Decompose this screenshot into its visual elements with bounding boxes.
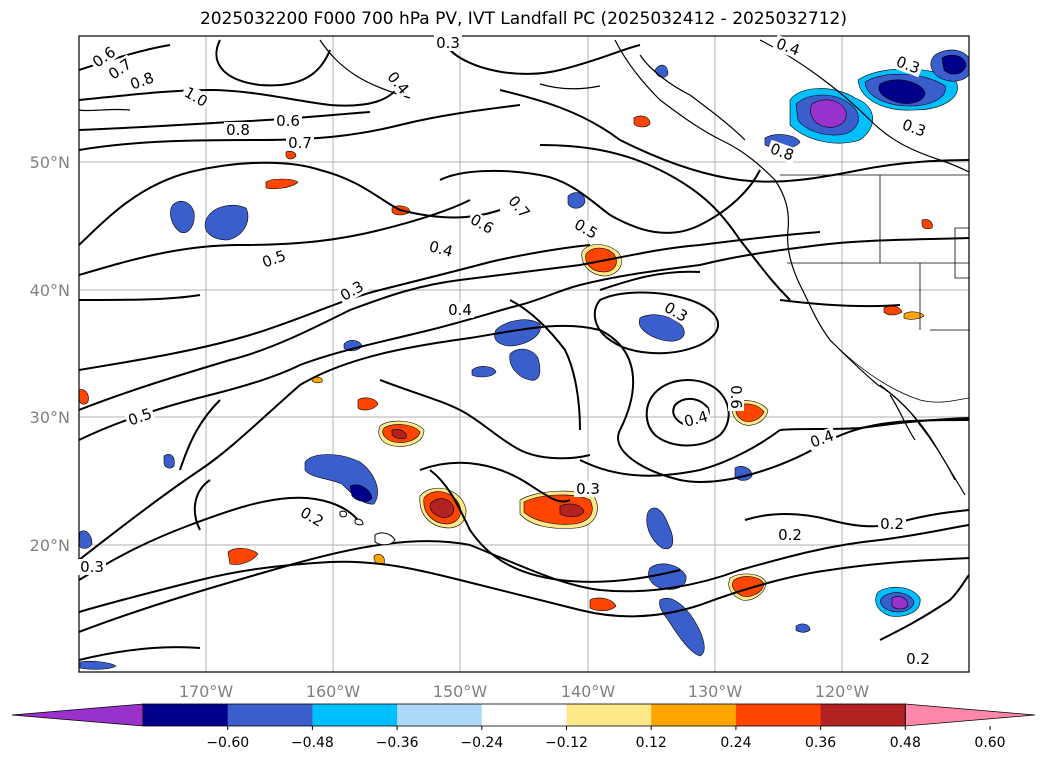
- colorbar-segment: [735, 704, 822, 726]
- colorbar-tick-label: 0.36: [805, 735, 836, 751]
- neg-anomaly-ne3-core: [941, 54, 967, 75]
- pv-contours: [79, 39, 969, 661]
- contour-label: 0.8: [226, 121, 250, 139]
- lon-tick: 140°W: [561, 682, 616, 701]
- contour-label-bg: [878, 516, 906, 532]
- contour-label-bg: [124, 404, 156, 430]
- lat-axis: 50°N 40°N 30°N 20°N: [30, 153, 70, 555]
- contour-label-bg: [680, 407, 712, 431]
- colorbar-extend-min: [11, 703, 144, 727]
- contour-label: 0.4: [682, 407, 710, 431]
- contour-label-bg: [766, 139, 798, 165]
- contour-label-bg: [335, 277, 369, 305]
- lon-tick: 120°W: [815, 682, 870, 701]
- contour-label-bg: [806, 426, 838, 452]
- contour-label-bg: [898, 115, 930, 141]
- contour-label-bg: [382, 67, 414, 99]
- colorbar-segment: [820, 704, 906, 726]
- colorbar-segment: [143, 704, 229, 726]
- contour-label-bg: [659, 298, 693, 326]
- contour-label-bg: [465, 210, 499, 238]
- contour-label-bg: [103, 54, 137, 84]
- colorbar-segment: [227, 704, 313, 726]
- borders: [780, 174, 969, 403]
- contour-label-bg: [274, 113, 302, 129]
- colorbar-segment: [481, 704, 567, 726]
- colorbar-tick-label: −0.24: [460, 735, 503, 751]
- neg-anomaly-ne-core: [810, 99, 847, 128]
- colorbar-tick-label: −0.12: [545, 735, 588, 751]
- contour-label-bg: [574, 481, 602, 497]
- contour-label: 0.7: [288, 134, 312, 152]
- contour-label: 0.3: [436, 34, 460, 52]
- colorbar-tick-label: 0.12: [636, 735, 667, 751]
- contour-label-bg: [892, 52, 924, 78]
- contour-label: 0.2: [906, 650, 930, 668]
- lon-tick: 150°W: [433, 682, 488, 701]
- colorbar-tick-label: 0.48: [890, 735, 921, 751]
- colorbar-tick-label: −0.60: [206, 735, 249, 751]
- lat-tick: 50°N: [30, 153, 70, 172]
- contour-label-bg: [728, 383, 744, 411]
- contour-label: 0.2: [778, 526, 802, 544]
- coastlines: [79, 39, 969, 496]
- colorbar-segment: [566, 704, 652, 726]
- contour-label: 0.4: [427, 237, 455, 261]
- lon-tick: 160°W: [306, 682, 361, 701]
- map-title: 2025032200 F000 700 hPa PV, IVT Landfall…: [199, 9, 847, 29]
- contour-label-bg: [772, 34, 804, 60]
- contour-label-bg: [126, 68, 158, 94]
- pc-shading: [79, 49, 969, 670]
- colorbar-segment: [312, 704, 398, 726]
- hawaii-islands: [339, 510, 396, 546]
- contour-label-bg: [446, 302, 474, 318]
- colorbar: −0.60 −0.48 −0.36 −0.24 −0.12 0.12 0.24 0.36 0.4…: [11, 703, 1036, 751]
- contour-label-bg: [776, 527, 804, 543]
- lon-tick: 170°W: [179, 682, 234, 701]
- contour-label-bg: [224, 122, 252, 138]
- colorbar-segment: [651, 704, 737, 726]
- contour-label-bg: [904, 651, 932, 667]
- contour-label-bg: [179, 83, 213, 111]
- contour-label-bg: [286, 135, 314, 151]
- lat-tick: 20°N: [30, 536, 70, 555]
- colorbar-tick-label: −0.48: [291, 735, 334, 751]
- contour-label-bg: [78, 559, 106, 575]
- contour-label: 0.4: [448, 301, 472, 319]
- contour-label-bg: [295, 503, 329, 531]
- colorbar-frame: [142, 703, 906, 727]
- colorbar-segment: [397, 704, 483, 726]
- contour-label-bg: [258, 246, 290, 272]
- contour-label-bg: [569, 215, 603, 243]
- contour-label: 0.3: [80, 558, 104, 576]
- neg-anomaly-ne2-core: [878, 79, 926, 104]
- contour-label: 0.6: [727, 385, 745, 409]
- contour-label-bg: [87, 42, 121, 72]
- contour-label-bg: [434, 35, 462, 51]
- colorbar-tick-label: 0.60: [974, 735, 1005, 751]
- lon-tick: 130°W: [688, 682, 743, 701]
- contour-label: 0.2: [880, 515, 904, 533]
- lat-tick: 30°N: [30, 408, 70, 427]
- colorbar-tick-label: −0.36: [376, 735, 419, 751]
- lat-tick: 40°N: [30, 281, 70, 300]
- contour-label-bg: [503, 191, 535, 223]
- contour-label: 0.3: [576, 480, 600, 498]
- contour-label: 0.6: [276, 112, 300, 130]
- lon-axis: 170°W 160°W 150°W 140°W 130°W 120°W: [179, 682, 870, 701]
- colorbar-extend-max: [904, 703, 1036, 727]
- map-frame: [78, 35, 970, 673]
- contour-label-bg: [425, 237, 457, 261]
- colorbar-tick-label: 0.24: [720, 735, 751, 751]
